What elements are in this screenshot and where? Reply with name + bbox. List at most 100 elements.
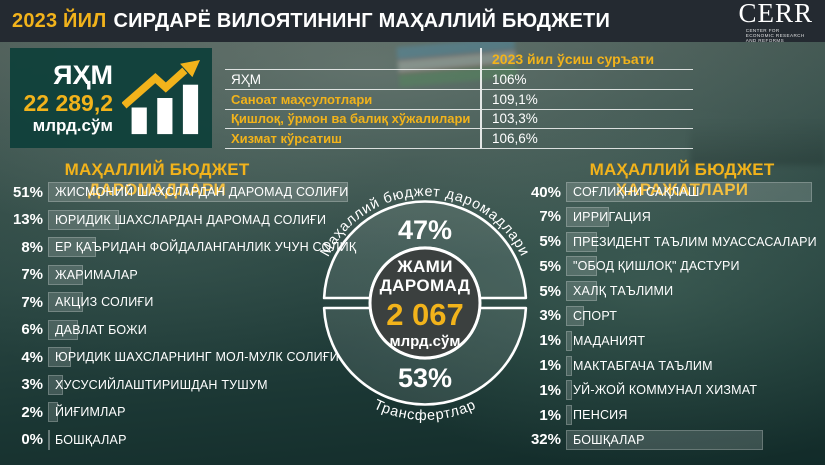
growth-table: 2023 йил ўсиш суръати ЯҲМ 106% Саноат ма… xyxy=(225,48,693,149)
item-percent: 1% xyxy=(539,381,561,399)
item-bar xyxy=(566,305,585,326)
item-label-area: ХАЛҚ ТАЪЛИМИ xyxy=(566,281,812,302)
item-label: БОШҚАЛАР xyxy=(573,432,645,447)
item-percent: 3% xyxy=(539,307,561,325)
list-item: 13% ЮРИДИК ШАХСЛАРДАН ДАРОМАД СОЛИҒИ xyxy=(6,209,326,230)
item-label: ПРЕЗИДЕНТ ТАЪЛИМ МУАССАСАЛАРИ xyxy=(573,234,817,249)
item-label-area: ЮРИДИК ШАХСЛАРНИНГ МОЛ-МУЛК СОЛИҒИ xyxy=(48,347,339,368)
item-percent: 2% xyxy=(21,403,43,421)
expense-panel-title: МАҲАЛЛИЙ БЮДЖЕТ ХАРАЖАТЛАРИ xyxy=(589,160,775,199)
item-label: ЖИСМОНИЙ ШАХСЛАРДАН ДАРОМАД СОЛИҒИ xyxy=(55,185,349,199)
list-item: 1% МАДАНИЯТ xyxy=(524,330,812,351)
growth-row-label: Хизмат кўрсатиш xyxy=(225,129,480,149)
item-percent: 4% xyxy=(21,348,43,366)
list-item: 1% ПЕНСИЯ xyxy=(524,405,812,426)
item-bar xyxy=(48,402,58,423)
list-item: 7% АКЦИЗ СОЛИҒИ xyxy=(6,292,302,313)
cerr-logo-text: CERR xyxy=(738,0,813,28)
list-item: 5% "ОБОД ҚИШЛОҚ" ДАСТУРИ xyxy=(524,256,812,277)
item-label-area: БОШҚАЛАР xyxy=(48,429,302,450)
item-label-area: ЖАРИМАЛАР xyxy=(48,264,302,285)
item-bar xyxy=(566,380,573,401)
list-item: 51% ЖИСМОНИЙ ШАХСЛАРДАН ДАРОМАД СОЛИҒИ xyxy=(6,182,349,202)
donut-center-unit: млрд.сўм xyxy=(390,333,461,350)
list-item: 32% БОШҚАЛАР xyxy=(524,429,812,450)
item-label: СОҒЛИҚНИ САҚЛАШ xyxy=(573,185,700,199)
item-label-area: ЮРИДИК ШАХСЛАРДАН ДАРОМАД СОЛИҒИ xyxy=(48,209,327,230)
list-item: 0% БОШҚАЛАР xyxy=(6,429,302,450)
donut-center-title-line1: ЖАМИ xyxy=(396,257,453,276)
item-bar xyxy=(48,347,71,368)
item-percent: 1% xyxy=(539,332,561,350)
item-label-area: БОШҚАЛАР xyxy=(566,429,812,450)
donut-bottom-percent: 53% xyxy=(398,363,452,393)
list-item: 6% ДАВЛАТ БОЖИ xyxy=(6,319,302,340)
growth-bars-icon xyxy=(122,60,200,135)
item-bar xyxy=(48,237,97,258)
expense-list: 40% СОҒЛИҚНИ САҚЛАШ 7% ИРРИГАЦИЯ 5% ПРЕЗИДЕ… xyxy=(524,182,817,450)
title-text: СИРДАРЁ ВИЛОЯТИНИНГ МАҲАЛЛИЙ БЮДЖЕТИ xyxy=(113,9,611,32)
item-bar xyxy=(566,256,597,277)
list-item: 5% ПРЕЗИДЕНТ ТАЪЛИМ МУАССАСАЛАРИ xyxy=(524,231,817,252)
item-percent: 7% xyxy=(21,293,43,311)
item-bar xyxy=(566,429,763,450)
growth-table-corner xyxy=(225,48,480,70)
item-percent: 32% xyxy=(530,431,561,449)
item-label-area: ДАВЛАТ БОЖИ xyxy=(48,319,302,340)
item-bar xyxy=(566,330,573,351)
item-label: СПОРТ xyxy=(573,308,618,323)
donut-center-value: 2 067 xyxy=(386,297,464,332)
item-label: АКЦИЗ СОЛИҒИ xyxy=(55,295,154,310)
page-title: 2023 ЙИЛ СИРДАРЁ ВИЛОЯТИНИНГ МАҲАЛЛИЙ БЮД… xyxy=(12,10,610,33)
item-percent: 7% xyxy=(539,208,561,226)
item-label: ИРРИГАЦИЯ xyxy=(573,209,651,224)
growth-row-label: Саноат маҳсулотлари xyxy=(225,90,480,110)
item-label: УЙ-ЖОЙ КОММУНАЛ ХИЗМАТ xyxy=(573,383,758,398)
item-label: ДАВЛАТ БОЖИ xyxy=(55,322,147,337)
item-label: ЙИҒИМЛАР xyxy=(55,405,126,420)
donut-top-percent: 47% xyxy=(398,215,452,245)
growth-row-value: 106,6% xyxy=(480,129,693,149)
item-bar xyxy=(48,264,83,285)
item-label-area: ЖИСМОНИЙ ШАХСЛАРДАН ДАРОМАД СОЛИҒИ xyxy=(48,182,349,202)
item-bar xyxy=(48,209,119,230)
growth-row-label: Қишлоқ, ўрмон ва балиқ хўжалилари xyxy=(225,110,480,130)
item-percent: 1% xyxy=(539,406,561,424)
list-item: 3% СПОРТ xyxy=(524,305,812,326)
list-item: 5% ХАЛҚ ТАЪЛИМИ xyxy=(524,281,812,302)
item-bar xyxy=(566,355,573,376)
item-percent: 40% xyxy=(530,183,561,201)
list-item: 40% СОҒЛИҚНИ САҚЛАШ xyxy=(524,182,812,202)
item-label: ХАЛҚ ТАЪЛИМИ xyxy=(573,284,674,299)
stat-unit: млрд.сўм xyxy=(32,116,113,136)
item-percent: 6% xyxy=(21,321,43,339)
item-label-area: СОҒЛИҚНИ САҚЛАШ xyxy=(566,182,812,202)
item-bar xyxy=(48,292,83,313)
donut-center-title-line2: ДАРОМАД xyxy=(380,276,471,295)
item-label-area: ПРЕЗИДЕНТ ТАЪЛИМ МУАССАСАЛАРИ xyxy=(566,231,817,252)
list-item: 4% ЮРИДИК ШАХСЛАРНИНГ МОЛ-МУЛК СОЛИҒИ xyxy=(6,347,339,368)
year-highlight: 2023 ЙИЛ xyxy=(12,9,107,32)
item-label: "ОБОД ҚИШЛОҚ" ДАСТУРИ xyxy=(573,259,740,274)
item-label: ЮРИДИК ШАХСЛАРНИНГ МОЛ-МУЛК СОЛИҒИ xyxy=(55,350,339,365)
item-bar xyxy=(48,182,349,202)
stat-value: 22 289,2 xyxy=(23,90,113,117)
item-label-area: УЙ-ЖОЙ КОММУНАЛ ХИЗМАТ xyxy=(566,380,812,401)
building-silhouette xyxy=(690,120,825,165)
item-label-area: ЙИҒИМЛАР xyxy=(48,402,302,423)
item-percent: 3% xyxy=(21,376,43,394)
item-label: ЮРИДИК ШАХСЛАРДАН ДАРОМАД СОЛИҒИ xyxy=(55,212,327,227)
item-label-area: ЕР ҚАЪРИДАН ФОЙДАЛАНГАНЛИК УЧУН СОЛИҚ xyxy=(48,237,356,258)
item-percent: 13% xyxy=(12,211,43,229)
growth-row-value: 103,3% xyxy=(480,109,693,130)
item-label: БОШҚАЛАР xyxy=(55,432,127,447)
header-bar: 2023 ЙИЛ СИРДАРЁ ВИЛОЯТИНИНГ МАҲАЛЛИЙ БЮД… xyxy=(0,0,825,43)
grp-stat-text: ЯҲМ 22 289,2 млрд.сўм xyxy=(20,59,113,136)
cerr-logo: CERR CENTER FOR ECONOMIC RESEARCH AND RE… xyxy=(738,0,813,43)
growth-row-value: 109,1% xyxy=(480,89,693,110)
income-panel-title: МАҲАЛЛИЙ БЮДЖЕТ ДАРОМАДЛАРИ xyxy=(64,160,250,199)
growth-table-header: 2023 йил ўсиш суръати xyxy=(480,48,693,70)
item-bar xyxy=(48,429,50,450)
item-bar xyxy=(48,374,63,395)
stat-label: ЯҲМ xyxy=(53,59,113,90)
